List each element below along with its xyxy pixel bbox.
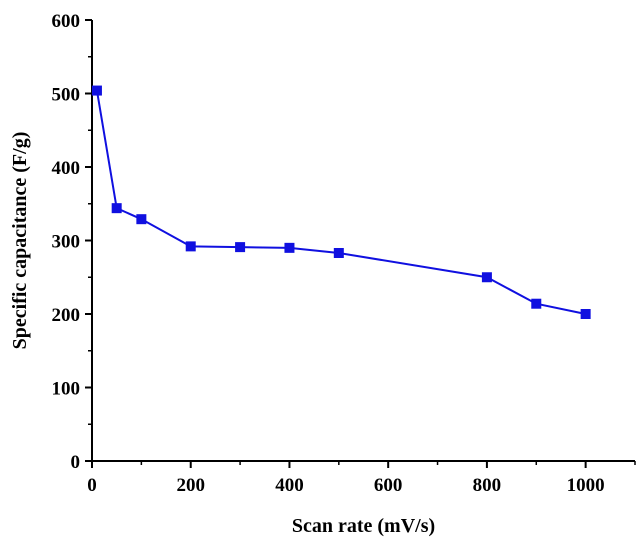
tick-marks xyxy=(85,19,636,468)
x-tick-label: 0 xyxy=(87,475,97,496)
x-tick-label: 200 xyxy=(176,475,205,496)
y-tick-label: 500 xyxy=(52,85,81,106)
y-tick-label: 200 xyxy=(52,305,81,326)
x-tick-label: 600 xyxy=(374,475,403,496)
y-tick-label: 100 xyxy=(52,379,81,400)
data-point-marker xyxy=(91,85,102,96)
y-tick-label: 400 xyxy=(52,158,81,179)
data-point-marker xyxy=(284,242,295,253)
data-series xyxy=(91,85,591,319)
data-point-marker xyxy=(481,272,492,283)
data-point-marker xyxy=(235,242,246,253)
data-point-marker xyxy=(531,298,542,309)
y-axis-title: Specific capacitance (F/g) xyxy=(9,132,31,350)
series-line xyxy=(95,90,586,315)
data-point-marker xyxy=(111,203,122,214)
data-point-marker xyxy=(580,309,591,319)
data-point-marker xyxy=(333,247,344,258)
data-point-marker xyxy=(136,214,147,225)
data-point-marker xyxy=(185,241,196,252)
x-axis-title: Scan rate (mV/s) xyxy=(292,515,435,537)
x-tick-label: 400 xyxy=(275,475,304,496)
tick-labels: 0 200 400 600 800 1000 0 100 200 300 400 500 600 xyxy=(52,11,605,496)
y-tick-label: 0 xyxy=(71,452,81,473)
x-tick-label: 800 xyxy=(473,475,502,496)
axes xyxy=(91,20,635,462)
y-tick-label: 600 xyxy=(52,11,81,32)
x-tick-label: 1000 xyxy=(567,475,605,496)
y-tick-label: 300 xyxy=(52,232,81,253)
